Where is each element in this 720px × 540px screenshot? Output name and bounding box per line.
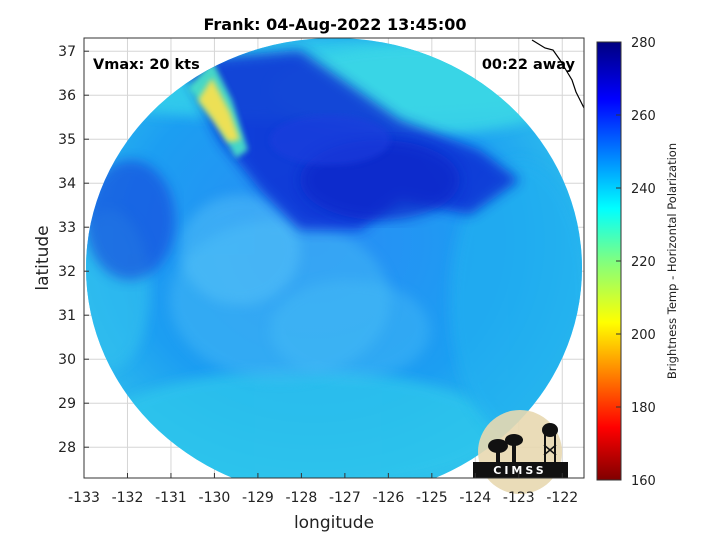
y-tick-label: 34 — [58, 176, 76, 192]
y-tick-label: 29 — [58, 396, 76, 412]
colorbar-tick-label: 160 — [631, 474, 656, 489]
figure-title: Frank: 04-Aug-2022 13:45:00 — [203, 15, 466, 34]
y-tick-label: 36 — [58, 88, 76, 104]
longitude-ticks: -133 -132 -131 -130 -129 -128 -127 -126 -125 -124… — [68, 473, 578, 506]
latitude-ticks: 28 29 30 31 32 33 34 35 36 37 — [58, 44, 89, 456]
y-tick-label: 35 — [58, 132, 76, 148]
x-tick-label: -130 — [199, 490, 231, 506]
x-tick-label: -125 — [416, 490, 448, 506]
y-tick-label: 30 — [58, 352, 76, 368]
x-tick-label: -132 — [112, 490, 144, 506]
colorbar-ticks: 160 180 200 220 240 260 280 — [616, 36, 656, 489]
colorbar-tick-label: 280 — [631, 36, 656, 51]
colorbar-tick-label: 200 — [631, 328, 656, 343]
colorbar-label: Brightness Temp - Horizontal Polarizatio… — [665, 143, 679, 379]
y-axis-label: latitude — [33, 225, 53, 290]
x-tick-label: -126 — [372, 490, 404, 506]
cimss-logo-text: CIMSS — [493, 464, 546, 477]
plot-frame — [83, 37, 585, 479]
coastline — [531, 39, 585, 109]
time-away-annotation: 00:22 away — [482, 57, 576, 73]
y-tick-label: 28 — [58, 440, 76, 456]
y-tick-label: 31 — [58, 308, 76, 324]
colorbar: 160 180 200 220 240 260 280 Brightness Temp - … — [596, 36, 679, 489]
y-tick-label: 33 — [58, 220, 76, 236]
x-tick-label: -133 — [68, 490, 100, 506]
x-tick-label: -123 — [503, 490, 535, 506]
cimss-logo: CIMSS — [473, 410, 568, 494]
colorbar-tick-label: 220 — [631, 255, 656, 270]
colorbar-tick-label: 180 — [631, 401, 656, 416]
x-tick-label: -127 — [329, 490, 361, 506]
colorbar-tick-label: 240 — [631, 182, 656, 197]
x-tick-label: -131 — [155, 490, 187, 506]
x-tick-label: -124 — [459, 490, 491, 506]
colorbar-tick-label: 260 — [631, 109, 656, 124]
vmax-annotation: Vmax: 20 kts — [93, 57, 200, 73]
y-tick-label: 32 — [58, 264, 76, 280]
map-plot-area: CIMSS Vmax: 20 kts 00:22 away — [83, 37, 585, 494]
x-tick-label: -128 — [286, 490, 318, 506]
x-tick-label: -122 — [546, 490, 578, 506]
x-tick-label: -129 — [242, 490, 274, 506]
x-axis-label: longitude — [294, 513, 374, 533]
y-tick-label: 37 — [58, 44, 76, 60]
